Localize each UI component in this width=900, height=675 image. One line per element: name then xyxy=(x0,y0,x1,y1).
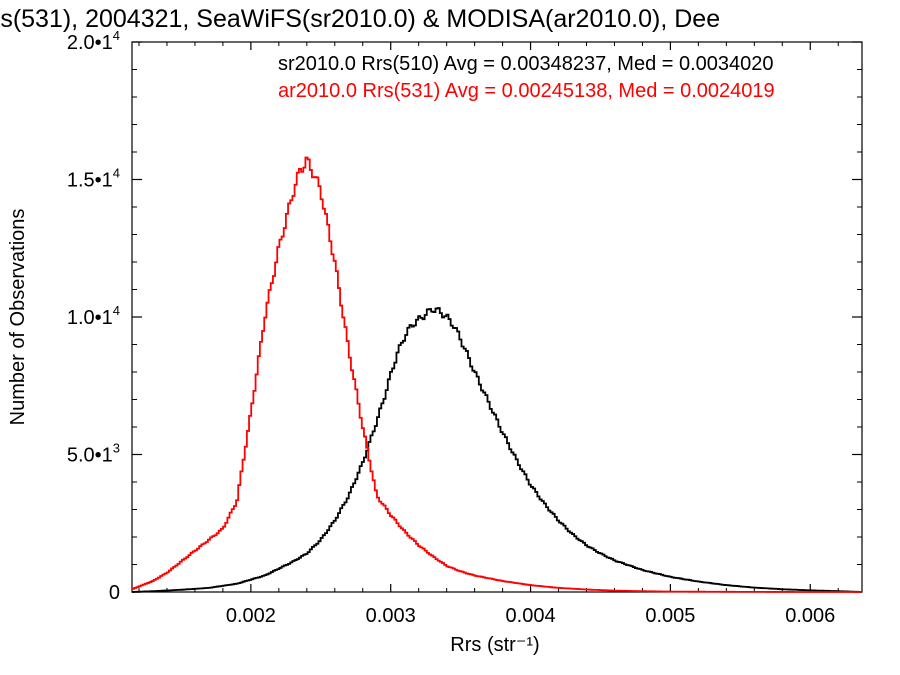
series-line-black xyxy=(132,307,862,593)
x-tick-label: 0.005 xyxy=(645,605,695,627)
series-line-red xyxy=(132,156,862,593)
series-layer xyxy=(132,156,862,593)
x-axis: 0.002 0.003 0.004 0.005 0.006 xyxy=(138,42,839,627)
x-tick-label: 0.002 xyxy=(226,605,276,627)
y-tick-label: 5.0•13 xyxy=(67,441,120,467)
y-tick-label: 1.5•14 xyxy=(67,166,120,192)
x-axis-label: Rrs (str⁻¹) xyxy=(450,634,539,656)
y-axis-label: Number of Observations xyxy=(7,209,29,426)
chart-title: rs(531), 2004321, SeaWiFS(sr2010.0) & MO… xyxy=(0,5,720,33)
y-axis: 0 5.0•13 1.0•14 1.5•14 2.0•14 xyxy=(67,28,862,604)
plot-border xyxy=(131,41,863,593)
y-tick-label: 1.0•14 xyxy=(67,303,120,329)
x-tick-label: 0.006 xyxy=(785,605,835,627)
y-tick-label: 0 xyxy=(109,582,120,604)
x-tick-label: 0.004 xyxy=(506,605,556,627)
annotation-layer: sr2010.0 Rrs(510) Avg = 0.00348237, Med … xyxy=(278,53,775,102)
legend-annotation: ar2010.0 Rrs(531) Avg = 0.00245138, Med … xyxy=(278,80,775,102)
legend-annotation: sr2010.0 Rrs(510) Avg = 0.00348237, Med … xyxy=(278,53,774,75)
plot-frame xyxy=(131,41,863,593)
x-tick-label: 0.003 xyxy=(366,605,416,627)
y-tick-label: 2.0•14 xyxy=(67,28,120,54)
